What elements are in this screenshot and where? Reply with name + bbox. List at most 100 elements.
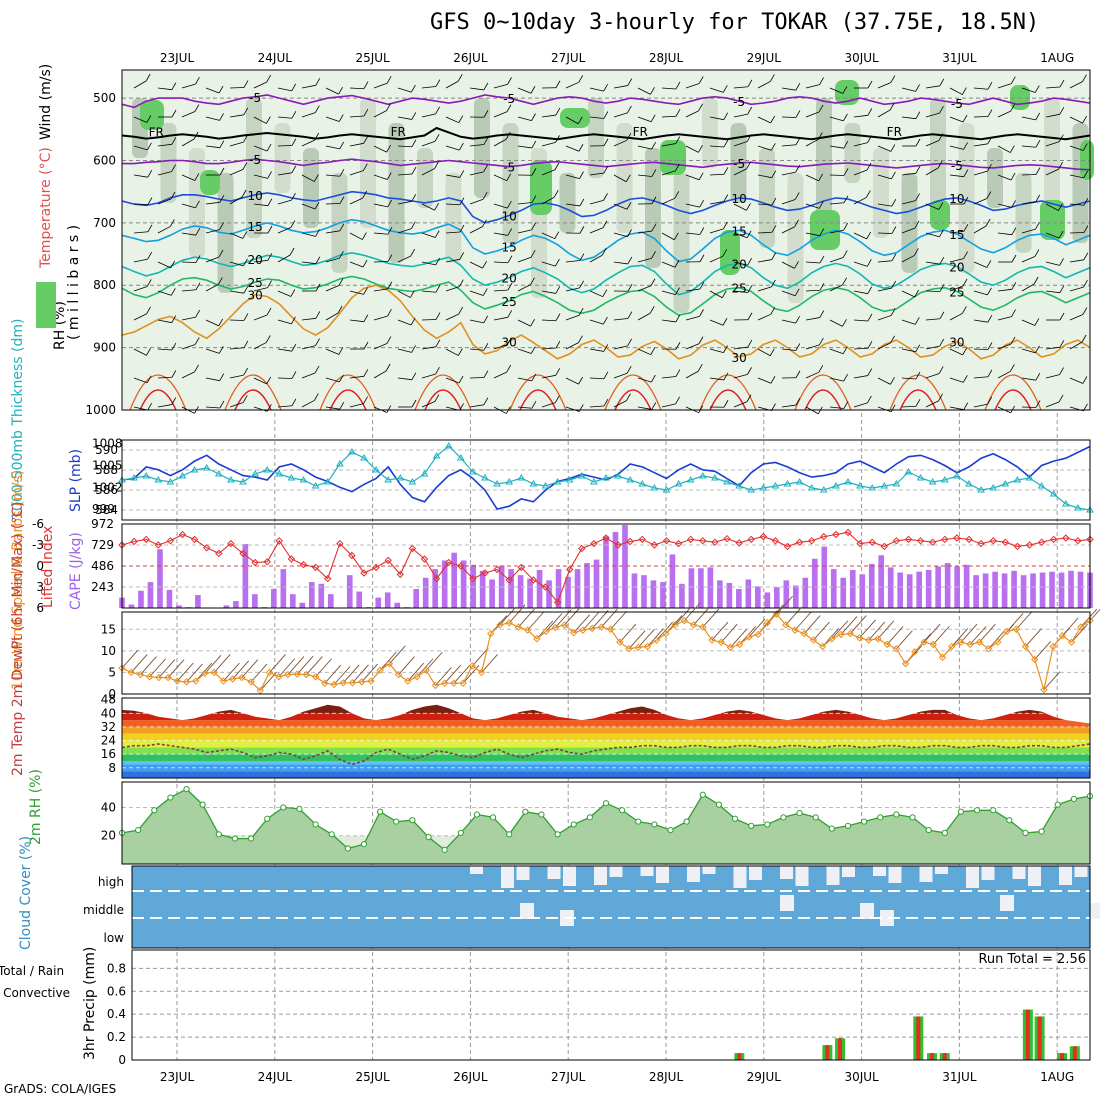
wind-barb [205, 145, 220, 149]
li-marker [626, 537, 634, 546]
cape-bar [688, 568, 695, 608]
wind-speed-marker [404, 677, 412, 685]
wind-barb [277, 199, 292, 205]
li-marker [953, 534, 961, 542]
wind-barb-flag [555, 286, 561, 294]
wind-barb-flag [434, 394, 440, 402]
wind-barb-flag [530, 346, 536, 354]
wind-barb [493, 344, 508, 350]
li-marker [517, 563, 526, 572]
wind-barb [901, 87, 916, 92]
wind-barb-flag [171, 137, 177, 145]
li-marker [178, 530, 187, 539]
date-label-bottom: 24JUL [258, 1070, 293, 1084]
wind-barb [757, 313, 771, 321]
rh-tick: 40 [101, 800, 116, 814]
date-label-top: 26JUL [453, 51, 488, 65]
li-marker [820, 532, 828, 541]
isotherm-label: -5 [249, 153, 261, 167]
surface-wind-barb [407, 662, 425, 682]
cape-bar [707, 567, 714, 608]
wind-barb-flag [963, 169, 969, 177]
thickness-marker [844, 478, 852, 485]
wind-speed-marker [321, 679, 329, 687]
wind-barb-flag [722, 85, 728, 93]
rh-marker [844, 822, 852, 829]
cape-bar [593, 559, 600, 608]
temp-band [122, 771, 1090, 778]
cape-bar [868, 563, 875, 608]
hot-contour [129, 374, 187, 411]
wind-speed-marker [505, 619, 513, 627]
wind-barb [781, 171, 796, 176]
wind-barb [277, 227, 292, 234]
wind-speed-marker [1030, 655, 1039, 664]
wind-barb-flag [1083, 279, 1088, 288]
surface-wind-barb [527, 611, 544, 631]
cape-bar [1001, 573, 1008, 608]
rh-marker [522, 808, 529, 815]
cloud-level-label: low [104, 931, 125, 945]
precip-convective-bar [1072, 1046, 1077, 1060]
wind-barb-flag [986, 260, 992, 268]
wind-barb-flag [794, 192, 800, 200]
wind-speed-marker [643, 642, 652, 651]
wind-barb-flag [194, 337, 200, 345]
wind-barb [685, 343, 700, 350]
wind-barb [133, 348, 147, 356]
wind-barb-flag [698, 172, 704, 180]
surface-wind-barb [969, 626, 987, 645]
wind-barb-flag [435, 257, 441, 266]
surface-wind-barb [923, 623, 941, 643]
wind-barb-flag [699, 199, 704, 208]
wind-barb-flag [626, 393, 631, 401]
wind-barb [757, 203, 772, 206]
wind-barb [661, 170, 676, 176]
wind-barb-flag [1010, 76, 1016, 84]
rh-marker [280, 804, 287, 811]
rh-marker [1070, 795, 1077, 803]
wind-barb-flag [747, 285, 753, 293]
wind-barb [685, 288, 700, 292]
wind-barb [277, 254, 291, 263]
wind-barb [853, 232, 867, 240]
wind-speed-marker [1067, 638, 1076, 646]
rh-shading-blob [702, 98, 718, 169]
wind-barb [877, 287, 892, 292]
wind-barb [541, 261, 556, 267]
thickness-marker [1061, 500, 1070, 507]
rh-shading-blob [502, 123, 519, 244]
wind-barb-flag [626, 133, 632, 141]
isotherm-label: 25 [247, 276, 262, 290]
rh-marker [183, 785, 190, 793]
wind-barb-flag [601, 248, 607, 256]
wind-barb [997, 145, 1011, 153]
wind-barb-flag [746, 203, 751, 211]
wind-speed-marker [846, 629, 855, 638]
wind-barb-flag [603, 398, 609, 407]
wind-barb-flag [267, 198, 273, 206]
wind-barb-flag [1058, 394, 1064, 403]
wind-barb-flag [769, 348, 775, 356]
wind-barb-flag [459, 197, 465, 205]
wind-barb [613, 85, 628, 89]
wind-barb [853, 319, 868, 322]
wind-speed-marker [625, 644, 633, 653]
date-label-bottom: 27JUL [551, 1070, 586, 1084]
wind-barb [205, 319, 219, 327]
wind-barb [829, 145, 844, 149]
wind-barb-flag [219, 140, 225, 148]
wind-barb [301, 261, 316, 265]
isotherm-label: 15 [731, 224, 746, 238]
isotherm-label: -5 [503, 161, 515, 175]
li-marker [481, 569, 489, 577]
wind-barb-flag [963, 224, 969, 232]
cape-bar [811, 558, 818, 608]
wind-speed-marker [837, 630, 845, 639]
cape-bar [1020, 575, 1027, 608]
wind-barb [925, 112, 940, 118]
wind-barb-flag [867, 135, 872, 143]
wind-barb [709, 116, 724, 121]
hot-contour [224, 374, 282, 411]
wind-barb-flag [626, 366, 632, 374]
